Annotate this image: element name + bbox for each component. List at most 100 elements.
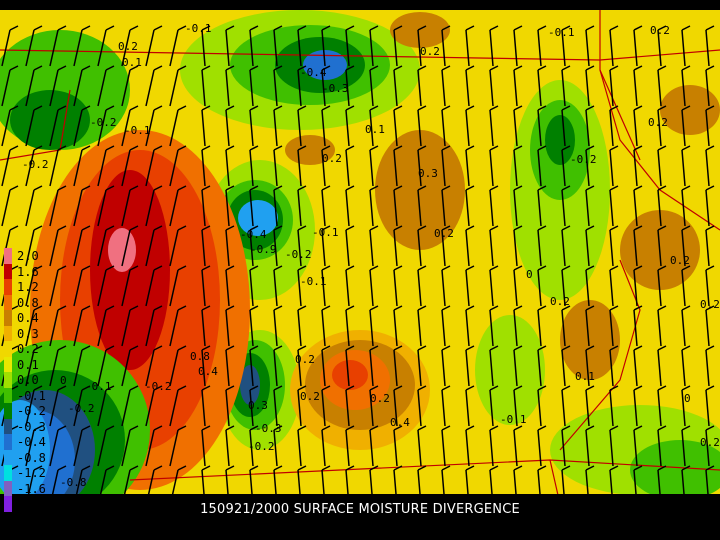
wind-barb <box>489 425 499 467</box>
wind-barb <box>513 25 523 67</box>
wind-barb <box>73 145 91 187</box>
wind-barb <box>393 145 403 187</box>
wind-barb <box>441 305 451 347</box>
wind-barb <box>441 425 451 467</box>
wind-barb <box>345 65 355 107</box>
contour-label: 0.2 <box>700 298 720 311</box>
wind-barb <box>73 385 91 427</box>
legend-level-label: -1.6 <box>17 481 46 496</box>
contour-region <box>108 228 136 272</box>
wind-barb <box>513 425 523 467</box>
wind-barb <box>369 225 379 267</box>
wind-barb <box>1 145 19 187</box>
wind-barb <box>609 385 619 427</box>
wind-barb <box>225 65 235 107</box>
wind-barb <box>681 25 691 67</box>
wind-barb <box>225 345 235 387</box>
wind-barb <box>657 145 667 187</box>
wind-barb <box>321 305 331 347</box>
contour-label: -0.4 <box>300 66 327 79</box>
contour-label: -0.2 <box>145 380 172 393</box>
wind-barb <box>25 25 43 67</box>
wind-barb <box>465 345 475 387</box>
wind-barb <box>369 345 379 387</box>
contour-label: -0.1 <box>124 124 151 137</box>
wind-barb <box>49 265 67 307</box>
wind-barb <box>121 65 139 107</box>
wind-barb <box>249 65 259 107</box>
wind-barb <box>201 145 211 187</box>
wind-barb <box>489 185 499 227</box>
wind-barb <box>633 185 643 227</box>
wind-barb <box>225 305 235 347</box>
wind-barb <box>49 425 67 467</box>
contour-label: -0.1 <box>312 226 339 239</box>
wind-barb <box>273 65 283 107</box>
wind-barb <box>609 265 619 307</box>
contour-labels: -0.10.20.1-0.4-0.30.10.2-0.1 0.20.2-0.2-0… <box>22 22 720 489</box>
wind-barb <box>609 345 619 387</box>
wind-barb <box>633 345 643 387</box>
wind-barb <box>201 185 211 227</box>
wind-barb <box>73 65 91 107</box>
wind-barb <box>585 225 595 267</box>
wind-barb <box>169 225 187 267</box>
wind-barb <box>681 225 691 267</box>
wind-barb <box>585 305 595 347</box>
wind-barb <box>73 345 91 387</box>
wind-barb <box>345 225 355 267</box>
contour-label: 0.2 <box>295 353 315 366</box>
wind-barb <box>345 385 355 427</box>
legend-swatch <box>4 372 12 388</box>
contour-label: -0.2 <box>248 440 275 453</box>
wind-barb <box>147 465 163 494</box>
wind-barb <box>273 345 283 387</box>
wind-barb <box>169 145 187 187</box>
wind-barb <box>249 25 259 67</box>
wind-barb <box>121 25 139 67</box>
wind-barb <box>633 65 643 107</box>
contour-label: 0.2 <box>648 116 668 129</box>
legend-swatch <box>4 465 12 481</box>
wind-barb <box>169 65 187 107</box>
legend-level-label: 0.2 <box>17 342 39 356</box>
wind-barb <box>465 185 475 227</box>
wind-barb <box>369 385 379 427</box>
wind-barb <box>489 265 499 307</box>
wind-barb <box>345 305 355 347</box>
wind-barb <box>657 265 667 307</box>
state-border <box>559 259 641 451</box>
contour-label: -0.9 <box>250 243 277 256</box>
wind-barb <box>201 225 211 267</box>
legend-swatch <box>4 356 12 372</box>
wind-barb <box>393 305 403 347</box>
wind-barb <box>171 465 187 494</box>
contour-label: 0.2 <box>670 254 690 267</box>
wind-barb <box>657 465 667 494</box>
legend-swatch <box>4 434 12 450</box>
wind-barb <box>321 265 331 307</box>
wind-barb <box>121 225 139 267</box>
legend-level-label: -0.1 <box>17 388 46 403</box>
wind-barb <box>585 465 595 494</box>
wind-barb <box>49 185 67 227</box>
wind-barb <box>537 465 547 494</box>
wind-barb <box>145 145 163 187</box>
wind-barb <box>225 465 235 494</box>
wind-barb <box>201 25 211 67</box>
wind-barb <box>369 65 379 107</box>
wind-barb <box>145 345 163 387</box>
wind-barb <box>73 305 91 347</box>
legend-swatch <box>4 496 12 512</box>
wind-barb <box>681 145 691 187</box>
wind-barb <box>1 65 19 107</box>
wind-barb <box>417 425 427 467</box>
wind-barb <box>633 145 643 187</box>
wind-barb <box>585 265 595 307</box>
wind-barb <box>657 425 667 467</box>
wind-barb <box>201 105 211 147</box>
legend-level-label: -1.2 <box>17 466 46 480</box>
wind-barb <box>441 185 451 227</box>
wind-barb <box>97 305 115 347</box>
legend-swatch <box>4 403 12 419</box>
